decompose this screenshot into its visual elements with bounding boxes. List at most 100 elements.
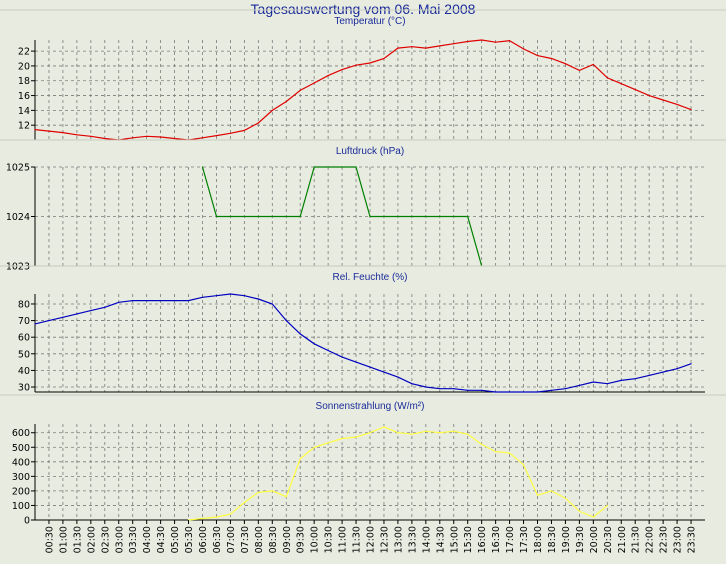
data-point	[118, 301, 120, 303]
panel-title: Luftdruck (hPa)	[336, 146, 404, 157]
data-point	[690, 109, 692, 111]
page-title: Tagesauswertung vom 06. Mai 2008	[250, 1, 476, 17]
x-tick-label: 22:00	[645, 526, 656, 553]
data-point	[355, 361, 357, 363]
data-point	[522, 464, 525, 466]
y-tick-label: 200	[12, 486, 30, 497]
data-point	[634, 89, 636, 91]
data-point	[369, 432, 371, 434]
data-point	[369, 215, 371, 218]
data-point	[299, 458, 301, 460]
data-point	[690, 363, 692, 365]
x-tick-label: 14:30	[435, 526, 446, 553]
data-point	[48, 130, 50, 132]
data-point	[243, 295, 245, 297]
data-point	[383, 426, 385, 428]
data-point	[313, 446, 315, 448]
data-point	[578, 69, 580, 71]
y-tick-label: 40	[18, 366, 30, 377]
data-point	[481, 39, 483, 41]
data-point	[550, 490, 553, 492]
data-point	[578, 510, 580, 512]
series-line	[34, 39, 692, 141]
data-point	[299, 89, 301, 91]
data-point	[620, 83, 622, 85]
y-tick-label: 60	[18, 333, 30, 344]
y-tick-label: 1025	[6, 163, 30, 174]
chart-panel-4: Sonnenstrahlung (W/m²) 0 100 200 300 400 500 60…	[0, 394, 726, 527]
x-tick-label: 07:00	[226, 526, 237, 553]
data-point	[564, 63, 567, 65]
chart-panel-1: Temperatur (°C) 12 14 16 18 20 22	[0, 9, 726, 141]
data-point	[411, 433, 413, 435]
data-point	[327, 166, 329, 168]
x-tick-label: 06:30	[212, 526, 223, 553]
data-point	[481, 443, 483, 445]
data-point	[550, 57, 553, 60]
chart-panel-3: Rel. Feuchte (%) 30 40 50 60 70 80	[0, 265, 726, 394]
data-point	[104, 137, 106, 140]
y-tick-label: 70	[18, 316, 30, 327]
data-point	[327, 442, 329, 444]
x-tick-label: 19:30	[575, 526, 586, 553]
data-point	[592, 63, 594, 66]
data-point	[578, 384, 580, 386]
data-point	[62, 131, 64, 134]
x-tick-label: 08:00	[254, 526, 265, 553]
data-point	[271, 215, 273, 218]
data-point	[439, 215, 441, 218]
data-point	[495, 451, 497, 453]
y-tick-label: 0	[24, 516, 30, 527]
data-point	[229, 513, 232, 515]
y-tick-label: 1023	[6, 262, 30, 273]
x-axis-labels: 00:30 01:00 01:30 02:00 02:30 03:00 03:30 04:00…	[44, 520, 698, 553]
x-tick-label: 11:30	[352, 526, 363, 553]
y-tick-label: 50	[18, 349, 30, 360]
data-point	[453, 215, 455, 218]
data-point	[439, 388, 441, 390]
x-tick-label: 05:30	[184, 526, 195, 553]
data-point	[285, 215, 287, 218]
data-point	[564, 497, 567, 499]
data-point	[313, 343, 315, 345]
y-tick-label: 16	[18, 91, 30, 102]
data-point	[257, 215, 259, 218]
x-tick-label: 12:00	[366, 526, 377, 553]
data-point	[355, 166, 357, 168]
y-tick-label: 600	[12, 428, 30, 439]
data-point	[397, 215, 399, 218]
data-point	[215, 215, 218, 218]
x-tick-label: 20:00	[589, 526, 600, 553]
y-tick-label: 14	[18, 106, 30, 117]
data-point	[201, 137, 204, 139]
data-point	[550, 389, 553, 391]
data-point	[215, 516, 218, 518]
data-point	[606, 77, 608, 79]
data-point	[173, 300, 176, 302]
data-point	[411, 46, 413, 48]
data-point	[341, 437, 343, 440]
data-point	[299, 215, 301, 218]
x-tick-label: 08:30	[268, 526, 279, 553]
chart-panel-2: Luftdruck (hPa) 1023 1024 1025	[0, 139, 726, 273]
data-point	[467, 389, 469, 391]
data-point	[90, 135, 92, 137]
data-point	[467, 433, 469, 435]
x-tick-label: 16:00	[477, 526, 488, 553]
x-tick-label: 02:30	[100, 526, 111, 553]
data-point	[215, 295, 218, 297]
data-point	[90, 310, 92, 312]
data-point	[592, 516, 594, 518]
data-point	[313, 166, 315, 168]
series-line	[34, 293, 692, 393]
data-point	[439, 432, 441, 434]
y-tick-label: 1024	[6, 212, 30, 223]
data-point	[76, 134, 78, 136]
data-point	[369, 62, 371, 64]
data-point	[76, 313, 78, 315]
data-point	[146, 300, 148, 302]
y-tick-label: 300	[12, 472, 30, 483]
data-point	[271, 109, 273, 111]
data-point	[341, 356, 343, 358]
data-point	[397, 47, 399, 49]
